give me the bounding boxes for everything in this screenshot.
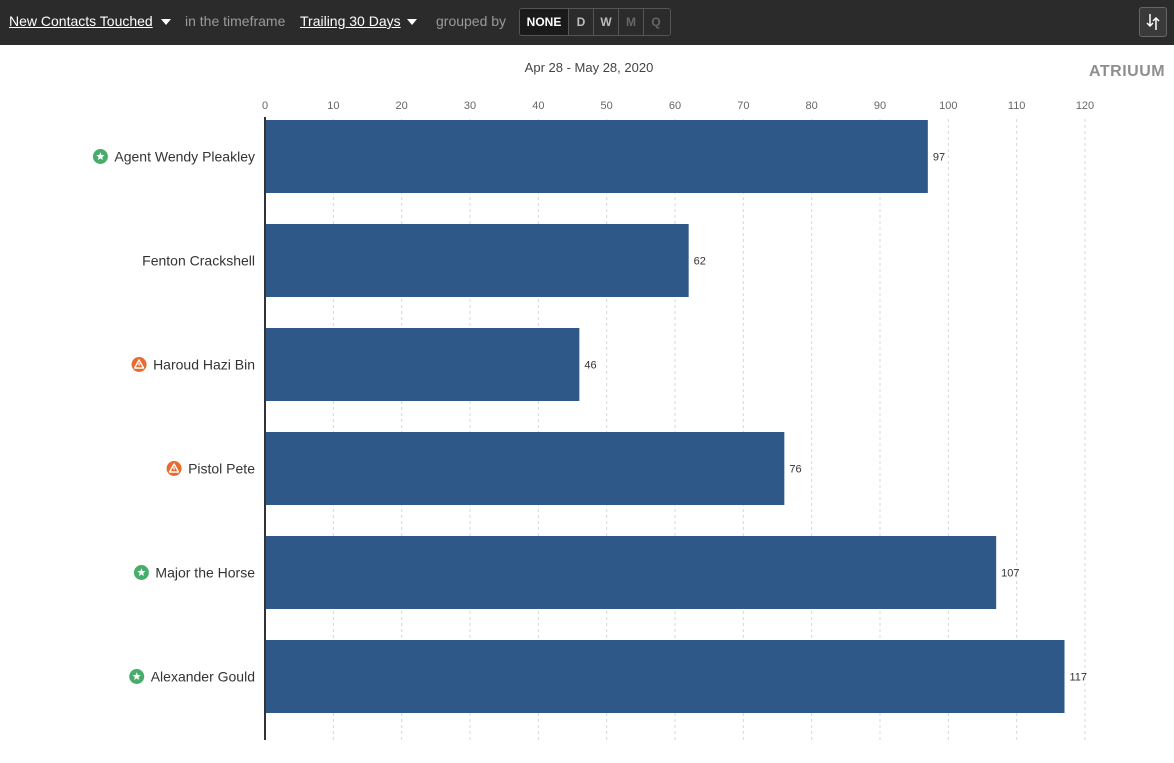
x-tick-label: 0 bbox=[262, 100, 268, 112]
timeframe-selector[interactable]: Trailing 30 Days bbox=[300, 13, 401, 29]
x-tick-label: 10 bbox=[327, 100, 339, 112]
grouped-by-prefix: grouped by bbox=[436, 13, 507, 29]
metric-dropdown-chevron-icon[interactable] bbox=[161, 19, 171, 25]
x-tick-label: 80 bbox=[806, 100, 818, 112]
warning-icon bbox=[168, 463, 180, 473]
category-label: Haroud Hazi Bin bbox=[153, 357, 255, 373]
bar-value-label: 76 bbox=[789, 464, 801, 476]
group-day-button[interactable]: D bbox=[569, 9, 594, 35]
x-tick-label: 60 bbox=[669, 100, 681, 112]
atrium-logo: ATRIUUM bbox=[1089, 63, 1165, 80]
x-tick-label: 100 bbox=[939, 100, 957, 112]
grouping-segmented-control: NONE D W M Q bbox=[519, 8, 671, 36]
bar bbox=[266, 536, 997, 609]
bar-value-label: 117 bbox=[1070, 672, 1088, 684]
bar bbox=[266, 328, 580, 401]
x-tick-label: 20 bbox=[396, 100, 408, 112]
logo-text: ATRIUUM bbox=[1089, 63, 1165, 80]
sort-export-icon bbox=[1146, 14, 1160, 30]
report-toolbar: New Contacts Touched in the timeframe Tr… bbox=[0, 0, 1174, 45]
star-icon bbox=[137, 568, 146, 576]
x-tick-label: 70 bbox=[737, 100, 749, 112]
sort-export-button[interactable] bbox=[1139, 7, 1167, 37]
warning-icon bbox=[133, 359, 145, 369]
timeframe-prefix: in the timeframe bbox=[185, 13, 286, 29]
bar-value-label: 46 bbox=[584, 360, 596, 372]
category-label: Major the Horse bbox=[155, 565, 255, 581]
bar-chart: 0 10 20 30 40 50 60 70 80 90 100 110 120 97 Agent Wend… bbox=[92, 100, 1094, 740]
timeframe-dropdown-chevron-icon[interactable] bbox=[407, 19, 417, 25]
bar bbox=[266, 120, 928, 193]
date-range-label: Apr 28 - May 28, 2020 bbox=[524, 60, 654, 75]
metric-selector[interactable]: New Contacts Touched bbox=[9, 13, 153, 29]
bar-value-label: 107 bbox=[1001, 568, 1019, 580]
category-label: Fenton Crackshell bbox=[142, 253, 255, 269]
group-none-button[interactable]: NONE bbox=[520, 9, 569, 35]
bar bbox=[266, 640, 1065, 713]
group-week-button[interactable]: W bbox=[594, 9, 619, 35]
x-tick-label: 40 bbox=[532, 100, 544, 112]
group-month-button[interactable]: M bbox=[619, 9, 644, 35]
category-label: Agent Wendy Pleakley bbox=[114, 149, 255, 165]
group-quarter-button[interactable]: Q bbox=[651, 15, 661, 29]
category-label: Pistol Pete bbox=[188, 461, 255, 477]
bar-value-label: 97 bbox=[933, 152, 945, 164]
star-icon bbox=[132, 672, 141, 680]
x-tick-label: 50 bbox=[601, 100, 613, 112]
bar-value-label: 62 bbox=[694, 256, 706, 268]
x-tick-label: 30 bbox=[464, 100, 476, 112]
x-tick-label: 120 bbox=[1076, 100, 1094, 112]
bar bbox=[266, 432, 785, 505]
category-label: Alexander Gould bbox=[151, 669, 255, 685]
x-tick-label: 110 bbox=[1008, 100, 1026, 112]
star-icon bbox=[96, 152, 105, 160]
bar bbox=[266, 224, 689, 297]
x-tick-label: 90 bbox=[874, 100, 886, 112]
